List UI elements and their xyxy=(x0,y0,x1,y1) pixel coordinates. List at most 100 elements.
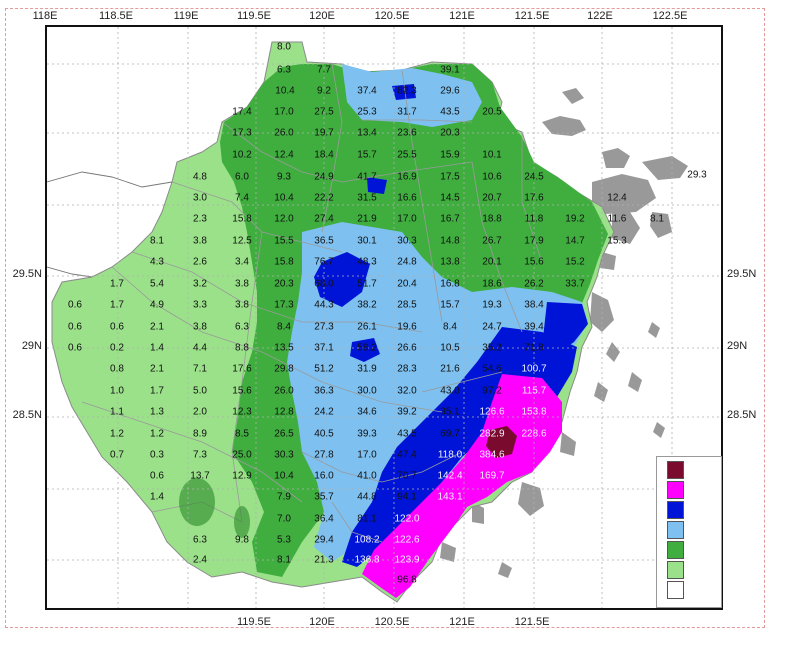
rain-value-label: 10.1 xyxy=(482,149,502,161)
rain-value-label: 39.1 xyxy=(440,64,460,76)
rain-value-label: 10.5 xyxy=(440,342,460,354)
rain-value-label: 123.9 xyxy=(394,554,420,566)
rain-value-label: 4.9 xyxy=(150,299,164,311)
rain-value-label: 27.3 xyxy=(314,321,334,333)
rain-value-label: 0.6 xyxy=(110,321,124,333)
rain-band-100-250 xyxy=(362,374,562,598)
rain-value-label: 27.4 xyxy=(314,213,334,225)
rain-value-label: 8.1 xyxy=(150,235,164,247)
rain-value-label: 25.3 xyxy=(357,106,377,118)
rain-value-label: 17.9 xyxy=(524,235,544,247)
rain-value-label: 69.7 xyxy=(440,428,460,440)
rain-value-label: 4.8 xyxy=(193,171,207,183)
rain-value-layer: 8.0 6.3 7.7 10.4 9.2 37.4 82.3 39.1 29.6 17.4 17.0… xyxy=(47,27,721,608)
rain-value-label: 20.1 xyxy=(482,256,502,268)
rain-value-label: 3.0 xyxy=(193,192,207,204)
rain-value-label: 29.6 xyxy=(440,85,460,97)
rain-value-label: 153.8 xyxy=(521,406,547,418)
rain-value-label: 43.5 xyxy=(440,106,460,118)
rain-value-label: 0.6 xyxy=(68,321,82,333)
lon-tick-top: 120.5E xyxy=(374,10,410,22)
rain-value-label: 7.9 xyxy=(277,491,291,503)
rain-value-label: 38.2 xyxy=(357,299,377,311)
rain-value-label: 68.0 xyxy=(314,278,334,290)
lon-tick-bottom: 121.5E xyxy=(514,616,550,628)
rain-value-label: 44.3 xyxy=(314,299,334,311)
rain-value-label: 5.3 xyxy=(277,534,291,546)
county-boundaries xyxy=(81,63,543,543)
rain-value-label: 6.0 xyxy=(235,171,249,183)
rain-value-label: 1.7 xyxy=(110,278,124,290)
rain-value-label: 3.4 xyxy=(235,256,249,268)
rain-value-label: 71.8 xyxy=(524,342,544,354)
rain-value-label: 12.4 xyxy=(607,192,627,204)
rain-value-label: 97.2 xyxy=(482,385,502,397)
rain-value-label: 20.5 xyxy=(482,106,502,118)
rain-value-label: 27.5 xyxy=(314,106,334,118)
rain-value-label: 1.4 xyxy=(150,342,164,354)
rain-value-label: 17.6 xyxy=(524,192,544,204)
rain-value-label: 30.3 xyxy=(274,449,294,461)
lon-tick-top: 118.5E xyxy=(98,10,134,22)
rain-value-label: 2.4 xyxy=(193,554,207,566)
rain-value-label: 16.7 xyxy=(440,213,460,225)
rain-value-label: 7.0 xyxy=(277,513,291,525)
rain-value-label: 28.3 xyxy=(397,363,417,375)
rain-value-label: 35.2 xyxy=(482,342,502,354)
rain-value-label: 25.0 xyxy=(232,449,252,461)
rain-value-label: 19.7 xyxy=(314,127,334,139)
rain-value-label: 94.1 xyxy=(397,491,417,503)
lon-tick-top: 121.5E xyxy=(514,10,550,22)
rain-value-label: 27.8 xyxy=(314,449,334,461)
rain-value-label: 51.7 xyxy=(357,278,377,290)
rain-value-label: 4.3 xyxy=(150,256,164,268)
rainfall-map-svg xyxy=(47,27,721,608)
rain-value-label: 11.8 xyxy=(524,213,544,225)
rain-value-label: 6.3 xyxy=(235,321,249,333)
rain-value-label: 18.4 xyxy=(314,149,334,161)
rain-value-label: 35.7 xyxy=(314,491,334,503)
lon-tick-top: 119E xyxy=(173,10,199,22)
rain-value-label: 17.5 xyxy=(440,171,460,183)
legend-swatch xyxy=(667,501,684,519)
lat-lon-grid xyxy=(47,27,721,608)
rain-value-label: 4.4 xyxy=(193,342,207,354)
rain-value-label: 6.3 xyxy=(193,534,207,546)
rain-value-label: 23.6 xyxy=(397,127,417,139)
rain-band-25-50 xyxy=(287,64,588,562)
rain-value-label: 13.7 xyxy=(190,470,210,482)
rain-value-label: 7.4 xyxy=(235,192,249,204)
rain-value-label: 1.0 xyxy=(110,385,124,397)
rain-value-label: 8.0 xyxy=(277,41,291,53)
rain-value-label: 24.8 xyxy=(397,256,417,268)
rain-value-label: 31.5 xyxy=(357,192,377,204)
rain-value-label: 31.9 xyxy=(357,363,377,375)
rain-value-label: 142.4 xyxy=(437,470,463,482)
rain-value-label: 36.3 xyxy=(314,385,334,397)
rain-value-label: 13.5 xyxy=(274,342,294,354)
rain-value-label: 19.6 xyxy=(397,321,417,333)
rain-value-label: 1.7 xyxy=(150,385,164,397)
rain-value-label: 18.8 xyxy=(482,213,502,225)
rain-value-label: 2.1 xyxy=(150,363,164,375)
rain-value-label: 122.6 xyxy=(394,534,420,546)
rain-value-label: 30.3 xyxy=(397,235,417,247)
rain-value-label: 26.2 xyxy=(524,278,544,290)
rain-value-label: 282.9 xyxy=(479,428,505,440)
rain-value-label: 20.7 xyxy=(482,192,502,204)
rain-value-label: 1.7 xyxy=(110,299,124,311)
rain-value-label: 3.8 xyxy=(193,235,207,247)
rain-value-label: 7.1 xyxy=(193,363,207,375)
rain-value-label: 228.6 xyxy=(521,428,547,440)
rain-value-label: 14.7 xyxy=(565,235,585,247)
rain-value-label: 26.1 xyxy=(357,321,377,333)
legend-swatch xyxy=(667,481,684,499)
lon-tick-top: 118E xyxy=(32,10,58,22)
rain-value-label: 8.4 xyxy=(277,321,291,333)
rain-value-label: 16.8 xyxy=(440,278,460,290)
rain-value-label: 30.1 xyxy=(357,235,377,247)
rain-value-label: 122.0 xyxy=(394,513,420,525)
rain-value-label: 26.0 xyxy=(274,127,294,139)
rain-value-label: 26.7 xyxy=(482,235,502,247)
